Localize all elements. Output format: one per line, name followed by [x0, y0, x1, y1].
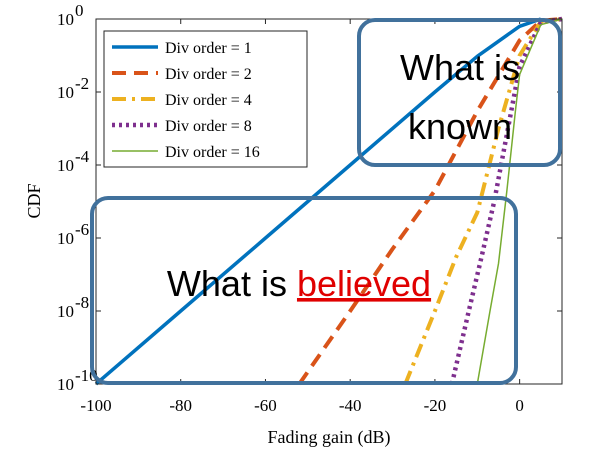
x-tick-label: -40 [339, 396, 362, 415]
y-tick-base: 10 [57, 229, 74, 248]
y-tick-exponent: -6 [75, 220, 89, 239]
y-tick-base: 10 [57, 83, 74, 102]
believed-callout-text: What is believed [167, 263, 431, 304]
x-tick-label: -100 [80, 396, 111, 415]
x-tick-label: -60 [254, 396, 277, 415]
y-tick-label: 10 [57, 375, 74, 394]
x-axis-label: Fading gain (dB) [268, 427, 391, 448]
x-tick-label: -80 [169, 396, 192, 415]
y-tick-label: 10 [57, 83, 74, 102]
y-tick-exponent: -4 [75, 147, 90, 166]
legend-label: Div order = 4 [165, 92, 252, 109]
legend-label: Div order = 2 [165, 66, 252, 83]
x-tick-label: -20 [424, 396, 447, 415]
legend-label: Div order = 16 [165, 144, 260, 161]
believed-callout-keyword: believed [297, 263, 431, 304]
y-tick-label: 10 [57, 229, 74, 248]
legend-label: Div order = 1 [165, 40, 252, 57]
y-tick-label: 10 [57, 10, 74, 29]
y-tick-exponent: -2 [75, 74, 89, 93]
y-tick-label: 10 [57, 156, 74, 175]
y-axis-label: CDF [24, 183, 44, 218]
y-tick-base: 10 [57, 156, 74, 175]
y-tick-exponent: 0 [75, 1, 84, 20]
y-tick-base: 10 [57, 375, 74, 394]
y-tick-exponent: -8 [75, 293, 89, 312]
y-tick-base: 10 [57, 10, 74, 29]
y-tick-base: 10 [57, 302, 74, 321]
x-tick-label: 0 [515, 396, 524, 415]
believed-callout-prefix: What is [167, 263, 287, 304]
known-callout-line2: known [408, 106, 512, 147]
legend: Div order = 1 Div order = 2 Div order = 4 D… [104, 31, 307, 167]
y-tick-label: 10 [57, 302, 74, 321]
known-callout-line1: What is [400, 47, 520, 88]
legend-label: Div order = 8 [165, 118, 252, 135]
